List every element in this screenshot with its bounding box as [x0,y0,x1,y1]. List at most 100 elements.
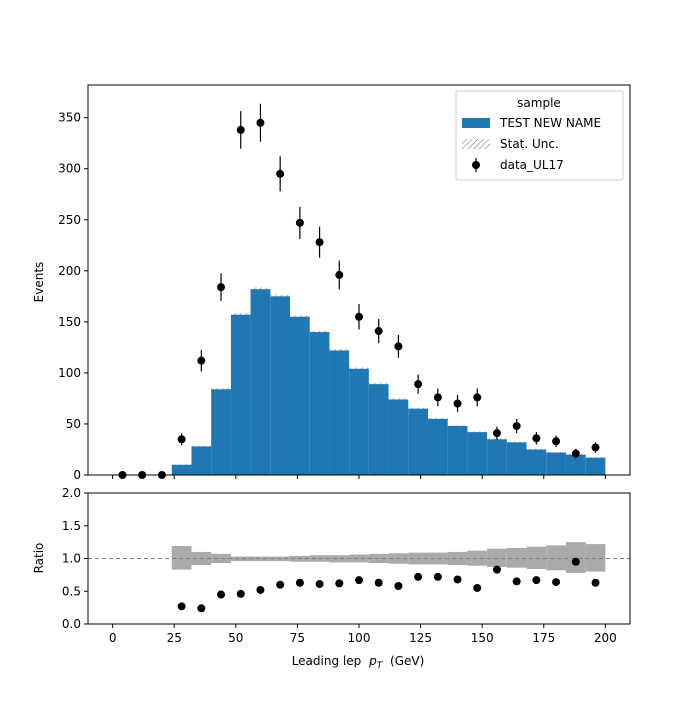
data-point [512,421,521,430]
data-point [453,399,462,408]
top-y-tick-label: 50 [66,417,81,431]
histogram-bar [427,418,448,475]
top-y-tick-label: 300 [58,162,81,176]
ratio-unc-band [585,544,606,572]
ratio-point [355,576,363,585]
stat-unc-band [467,431,488,433]
data-point [276,169,285,178]
histogram-bar [447,425,468,475]
ratio-point [276,580,285,589]
stat-unc-band [191,445,212,448]
histogram-bar [368,384,389,475]
stat-unc-band [211,388,231,391]
histogram-bar [467,432,488,475]
ratio-x-tick-label: 75 [290,631,305,645]
legend-swatch-sample [462,118,490,128]
ratio-unc-band [329,555,350,563]
ratio-unc-band [349,554,369,563]
legend: sample TEST NEW NAME Stat. Unc. data_UL1… [455,90,624,181]
legend-label-stat-unc: Stat. Unc. [500,137,559,151]
histogram-bar [408,408,428,475]
ratio-unc-band [467,550,488,566]
ratio-point [591,578,600,587]
ratio-x-tick-label: 100 [348,631,371,645]
stat-unc-band [230,313,251,317]
ratio-unc-band [171,546,192,570]
stat-unc-band [329,349,350,352]
data-point [374,327,383,336]
top-y-tick-label: 100 [58,366,81,380]
ratio-unc-band [427,552,448,565]
histogram-bar [270,296,291,475]
ratio-plot-area: 0.0 0.5 1.0 1.5 2.0 0 25 50 75 100 125 150 175 200 [62,486,631,645]
histogram-bar [211,389,231,475]
data-point [414,380,423,389]
histogram-bar [171,464,192,475]
data-point [591,443,600,452]
histogram-bar [230,314,251,475]
legend-swatch-stat-unc [462,139,490,149]
ratio-unc-band [447,551,468,566]
top-y-tick-label: 250 [58,213,81,227]
ratio-x-tick-label: 125 [409,631,432,645]
stat-unc-band [447,425,468,427]
ratio-y-tick-label: 1.0 [62,552,81,566]
histogram-bar [526,449,547,475]
ratio-x-tick-label: 200 [594,631,617,645]
ratio-point [315,580,324,589]
ratio-unc-band [565,542,586,573]
top-y-axis-label: Events [32,262,46,303]
stat-unc-band [506,441,527,444]
ratio-point [552,578,561,587]
ratio-y-tick-label: 1.5 [62,519,81,533]
ratio-point [414,572,423,581]
data-point [492,429,501,438]
data-point [335,270,344,279]
histogram-bar [349,368,369,475]
ratio-x-tick-label: 0 [109,631,117,645]
stat-unc-band [388,398,409,401]
stat-unc-band [546,451,566,454]
data-point [236,125,245,134]
ratio-unc-band [506,548,527,568]
ratio-x-tick-label: 25 [167,631,182,645]
x-axis-label-subscript: T [377,661,384,671]
data-point [197,356,206,365]
top-y-tick-label: 0 [73,468,81,482]
top-y-tick-label: 350 [58,111,81,125]
ratio-point [453,575,462,584]
legend-swatch-data-marker [472,161,480,169]
data-point [473,393,482,402]
data-point [315,238,324,247]
histogram-bar [309,332,330,475]
data-point [355,312,363,321]
ratio-point [571,557,580,566]
ratio-x-tick-label: 50 [228,631,243,645]
histogram-bar [250,289,271,475]
ratio-unc-band [487,548,507,568]
data-point [552,437,561,446]
stat-unc-band [427,417,448,420]
main-plot-area: 0 50 100 150 200 250 300 350 [58,84,631,482]
x-axis-label: Leading lep pT (GeV) [292,654,425,671]
ratio-y-axis-label: Ratio [32,543,46,574]
ratio-point [177,602,186,611]
data-point [394,342,403,351]
legend-label-sample: TEST NEW NAME [499,116,601,130]
histogram-bar [585,457,606,475]
legend-title: sample [517,96,561,110]
ratio-point [532,576,541,585]
ratio-point [473,583,482,592]
ratio-point [394,582,403,591]
stat-unc-band [349,367,369,371]
ratio-point [335,579,344,588]
histogram-bar [329,350,350,475]
stat-unc-band [290,315,310,319]
data-point [256,118,265,127]
legend-frame [455,90,624,181]
ratio-y-tick-label: 2.0 [62,486,81,500]
ratio-unc-band [250,556,271,562]
histogram-bar [290,316,310,475]
histogram-bar [191,446,212,475]
